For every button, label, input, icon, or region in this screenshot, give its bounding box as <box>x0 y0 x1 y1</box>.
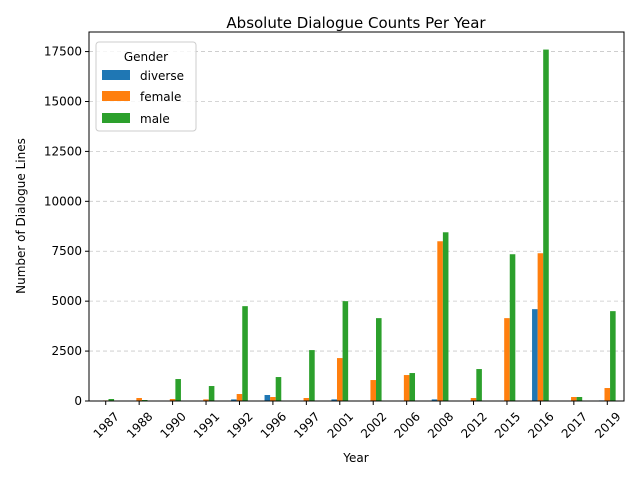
y-axis-label: Number of Dialogue Lines <box>14 138 28 294</box>
legend-swatch-male <box>102 113 130 123</box>
legend-title: Gender <box>124 50 168 64</box>
bar-diverse-2016 <box>532 309 538 401</box>
y-tick-label: 7500 <box>51 244 82 258</box>
bar-male-2019 <box>610 311 616 401</box>
bar-female-2002 <box>370 380 376 401</box>
bar-diverse-1996 <box>265 395 271 401</box>
bar-male-2008 <box>443 232 449 401</box>
bar-male-2001 <box>343 301 349 401</box>
y-tick-label: 5000 <box>51 294 82 308</box>
x-tick-label: 2016 <box>525 409 556 440</box>
bar-female-2019 <box>604 388 610 401</box>
bar-male-1992 <box>242 306 248 401</box>
bar-female-2015 <box>504 318 510 401</box>
x-tick-label: 2015 <box>492 409 523 440</box>
legend-swatch-diverse <box>102 70 130 80</box>
x-tick-label: 1997 <box>291 409 322 440</box>
bar-female-1996 <box>270 397 276 401</box>
bar-male-2012 <box>476 369 482 401</box>
x-tick-label: 1991 <box>191 409 222 440</box>
y-axis-ticks: 0 2500 5000 7500 10000 12500 15000 17500 <box>44 45 89 408</box>
y-tick-label: 0 <box>74 394 82 408</box>
y-tick-label: 17500 <box>44 45 82 59</box>
x-tick-label: 1988 <box>124 409 155 440</box>
legend: Gender diverse female male <box>96 42 196 131</box>
x-axis-label: Year <box>342 451 368 465</box>
x-tick-label: 2017 <box>559 409 590 440</box>
y-tick-label: 12500 <box>44 144 82 158</box>
bar-female-1992 <box>237 394 243 401</box>
bar-male-2015 <box>510 254 516 401</box>
x-tick-label: 2001 <box>325 409 356 440</box>
x-tick-label: 1992 <box>224 409 255 440</box>
x-tick-label: 1987 <box>91 409 122 440</box>
bar-female-2016 <box>538 253 544 401</box>
bar-male-2017 <box>577 397 583 401</box>
x-tick-label: 2002 <box>358 409 389 440</box>
y-tick-label: 2500 <box>51 344 82 358</box>
y-tick-label: 15000 <box>44 94 82 108</box>
bar-male-2006 <box>409 373 415 401</box>
bar-female-2017 <box>571 397 577 401</box>
x-tick-label: 2006 <box>391 409 422 440</box>
bar-male-2002 <box>376 318 382 401</box>
bar-male-1996 <box>276 377 282 401</box>
x-tick-label: 1996 <box>258 409 289 440</box>
x-tick-label: 2019 <box>592 409 623 440</box>
y-tick-label: 10000 <box>44 194 82 208</box>
bar-female-2006 <box>404 375 410 401</box>
chart-title: Absolute Dialogue Counts Per Year <box>226 14 486 32</box>
legend-label-female: female <box>140 90 181 104</box>
bar-female-2008 <box>437 241 443 401</box>
legend-label-diverse: diverse <box>140 69 184 83</box>
bar-male-2016 <box>543 50 549 401</box>
legend-swatch-female <box>102 91 130 101</box>
x-tick-label: 2012 <box>458 409 489 440</box>
bar-male-1990 <box>175 379 181 401</box>
legend-label-male: male <box>140 112 170 126</box>
x-tick-label: 2008 <box>425 409 456 440</box>
bar-male-1997 <box>309 350 315 401</box>
bar-female-2001 <box>337 358 343 401</box>
x-tick-label: 1990 <box>157 409 188 440</box>
bar-male-1991 <box>209 386 215 401</box>
